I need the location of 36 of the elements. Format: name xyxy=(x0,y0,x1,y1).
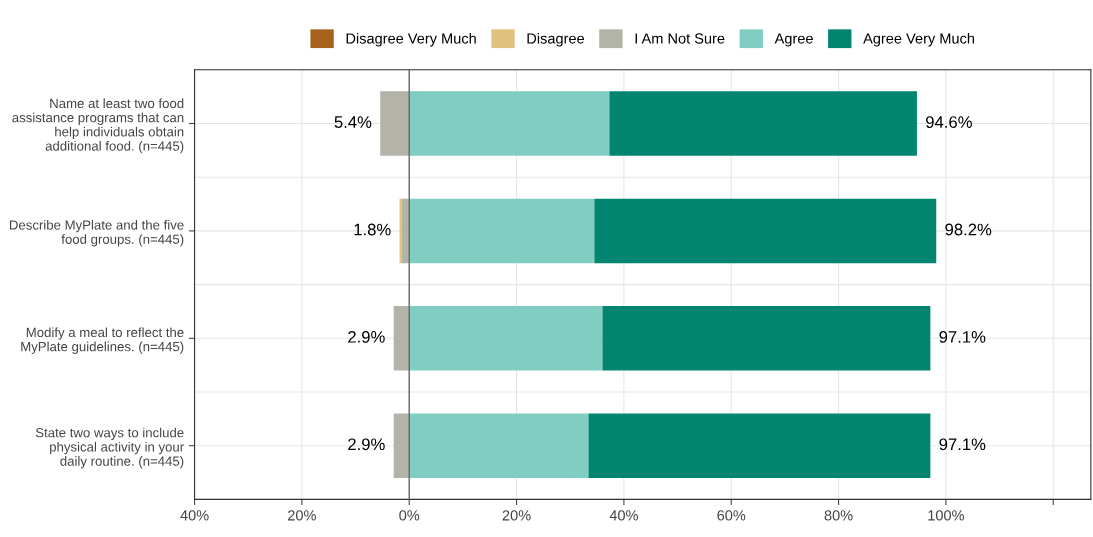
bar xyxy=(380,91,410,156)
bar xyxy=(602,306,931,371)
x-tick-label: 40% xyxy=(180,510,209,521)
x-tick-label: 40% xyxy=(609,510,638,521)
annotation: 2.9% xyxy=(348,438,385,451)
y-tick-label: Modify a meal to reflect the MyPlate guidelines. (n=445) xyxy=(21,327,184,354)
x-tick-label: 20% xyxy=(502,510,531,521)
annotation: 1.8% xyxy=(354,223,391,236)
legend-label: Agree Very Much xyxy=(863,32,975,47)
legend-label: Disagree Very Much xyxy=(346,32,476,47)
y-tick-label: Name at least two food assistance programs that can help individuals obtain additional food. (n=445) xyxy=(12,98,184,154)
annotation: 97.1% xyxy=(939,330,986,343)
legend-label: Agree xyxy=(774,33,813,47)
legend-label: Disagree xyxy=(527,32,585,47)
bar xyxy=(409,91,610,156)
x-tick-label: 100% xyxy=(928,510,965,521)
bar xyxy=(409,413,589,478)
bar xyxy=(393,413,410,478)
legend-label: I Am Not Sure xyxy=(635,33,725,44)
bar xyxy=(588,413,931,478)
annotation: 98.2% xyxy=(945,223,992,236)
bar xyxy=(393,306,410,371)
y-tick-label: State two ways to include physical activity in your daily routine. (n=445) xyxy=(35,427,184,469)
annotation: 5.4% xyxy=(334,116,372,128)
y-tick-label: Describe MyPlate and the five food groups. (n=445) xyxy=(9,219,184,247)
x-tick-label: 60% xyxy=(717,510,746,521)
annotation: 94.6% xyxy=(926,116,972,128)
bar xyxy=(609,91,917,156)
annotation: 97.1% xyxy=(939,438,986,451)
x-tick-label: 0% xyxy=(399,510,420,521)
bar xyxy=(594,198,937,264)
annotation: 2.9% xyxy=(348,330,385,343)
x-tick-label: 80% xyxy=(824,510,853,521)
x-tick-label: 20% xyxy=(288,510,316,521)
bar xyxy=(409,306,603,371)
bar xyxy=(409,198,595,264)
